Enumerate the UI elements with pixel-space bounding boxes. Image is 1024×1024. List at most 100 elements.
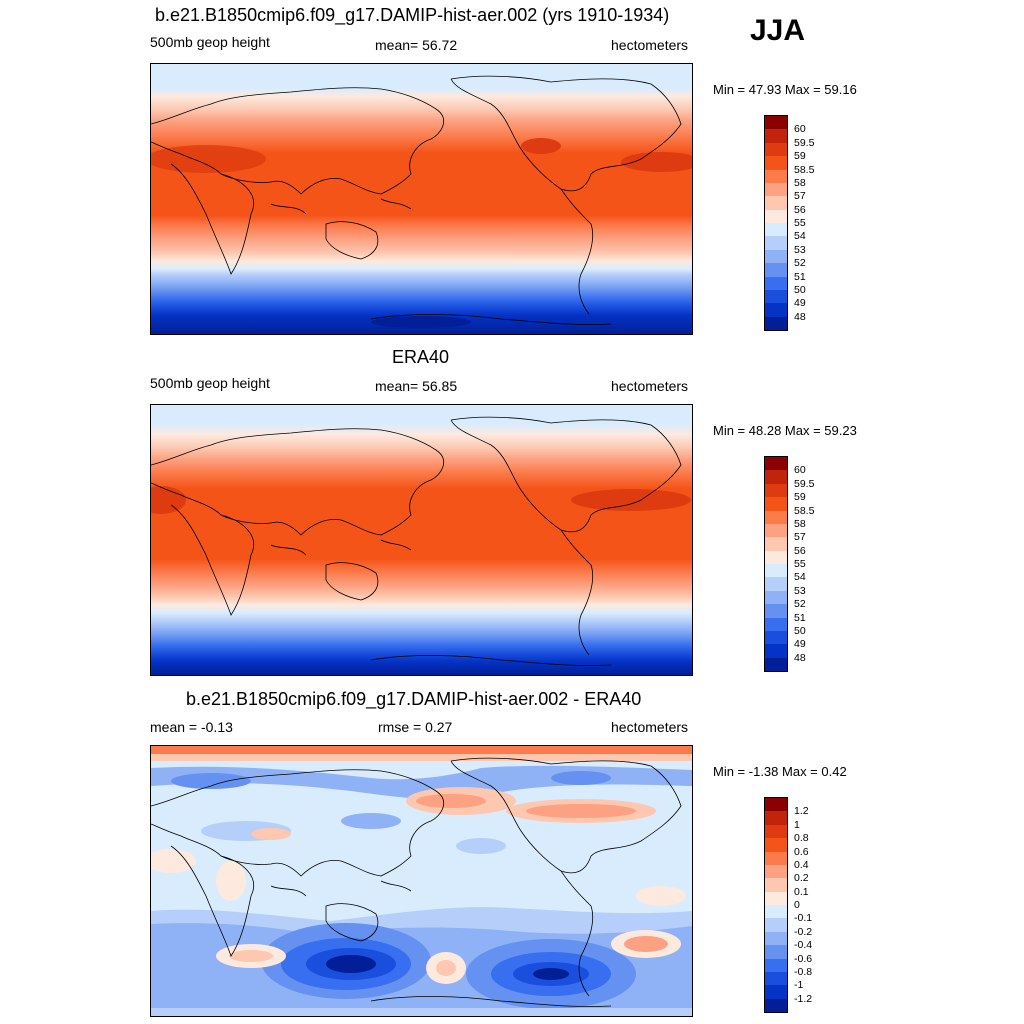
panel3-mean-label: mean = -0.13 [150,719,233,735]
colorbar-swatch [765,564,787,578]
colorbar-tick-label: 56 [794,203,806,216]
colorbar-tick-label: 58 [794,176,806,189]
panel2-colorbar [764,456,788,672]
colorbar-tick-label: 58.5 [794,504,815,517]
colorbar-tick-label: 52 [794,257,806,270]
colorbar-swatch [765,470,787,484]
panel2-mean-label: mean= 56.85 [375,378,458,394]
colorbar-tick-label: 0 [794,899,800,911]
panel1-map [150,63,693,335]
colorbar-swatch [765,878,787,892]
panel2-variable-label: 500mb geop height [150,375,270,391]
panel2-title: ERA40 [392,347,450,367]
colorbar-tick-label: 51 [794,611,806,624]
colorbar-tick-label: 59 [794,150,806,163]
colorbar-swatch [765,156,787,170]
colorbar-swatch [765,483,787,498]
colorbar-tick-label: -0.6 [794,952,813,965]
colorbar-tick-label: 0.2 [794,872,809,885]
colorbar-swatch [765,182,787,197]
colorbar-swatch [765,116,787,130]
colorbar-tick-label: 49 [794,297,806,310]
panel3-map [150,745,693,1017]
colorbar-swatch [765,276,787,290]
panel3-colorbar [764,797,788,1013]
colorbar-swatch [765,905,787,919]
colorbar-tick-label: 58 [794,517,806,530]
colorbar-swatch [765,590,787,605]
colorbar-swatch [765,630,787,645]
colorbar-swatch [765,316,787,330]
panel1-coastlines [151,75,682,325]
panel1-minmax: Min = 47.93 Max = 59.16 [713,82,857,97]
colorbar-swatch [765,657,787,671]
colorbar-swatch [765,998,787,1012]
colorbar-tick-label: -1.2 [794,992,813,1005]
colorbar-tick-label: 0.6 [794,845,809,858]
colorbar-tick-label: 50 [794,283,806,296]
colorbar-swatch [765,891,787,905]
colorbar-tick-label: 58.5 [794,163,815,176]
panel3-units-label: hectometers [611,719,689,735]
colorbar-swatch [765,577,787,591]
colorbar-swatch [765,985,787,999]
panel1-units-label: hectometers [611,37,689,53]
colorbar-swatch [765,457,787,471]
colorbar-swatch [765,169,787,183]
colorbar-tick-label: 48 [794,651,806,664]
colorbar-tick-label: 55 [794,217,806,229]
colorbar-swatch [765,550,787,564]
colorbar-tick-label: 60 [794,123,806,136]
colorbar-swatch [765,604,787,618]
colorbar-tick-label: 0.1 [794,885,809,898]
colorbar-swatch [765,209,787,223]
panel2-map [150,404,693,676]
panel1-variable-label: 500mb geop height [150,34,270,50]
colorbar-tick-label: 56 [794,544,806,557]
colorbar-tick-label: -0.8 [794,965,813,978]
colorbar-swatch [765,864,787,879]
colorbar-tick-label: 49 [794,638,806,651]
colorbar-swatch [765,644,787,658]
colorbar-tick-label: 60 [794,464,806,477]
colorbar-tick-label: 1.2 [794,805,809,818]
colorbar-tick-label: 55 [794,558,806,570]
panel3-rmse-label: rmse = 0.27 [378,719,453,735]
panel2-units-label: hectometers [611,378,689,394]
panel3-title: b.e21.B1850cmip6.f09_g17.DAMIP-hist-aer.… [186,689,642,709]
colorbar-tick-label: 59 [794,491,806,504]
panel3-coastlines [151,757,682,1007]
season-label: JJA [750,14,806,47]
colorbar-swatch [765,263,787,277]
colorbar-tick-label: 52 [794,598,806,611]
colorbar-swatch [765,129,787,143]
panel2-coastlines [151,416,682,666]
colorbar-swatch [765,617,787,631]
panel1-title: b.e21.B1850cmip6.f09_g17.DAMIP-hist-aer.… [155,5,670,25]
colorbar-tick-label: 1 [794,818,800,831]
colorbar-swatch [765,289,787,304]
colorbar-swatch [765,142,787,157]
colorbar-tick-label: 50 [794,624,806,637]
colorbar-tick-label: 59.5 [794,477,815,490]
colorbar-tick-label: -1 [794,979,804,992]
colorbar-tick-label: 57 [794,531,806,544]
colorbar-swatch [765,798,787,812]
colorbar-swatch [765,971,787,986]
colorbar-swatch [765,303,787,317]
colorbar-tick-label: 54 [794,571,806,584]
colorbar-swatch [765,838,787,852]
colorbar-tick-label: -0.4 [794,939,813,952]
colorbar-swatch [765,811,787,825]
colorbar-swatch [765,958,787,972]
colorbar-tick-label: 59.5 [794,136,815,149]
panel1-mean-label: mean= 56.72 [375,37,458,53]
panel1-colorbar [764,115,788,331]
colorbar-tick-label: 51 [794,270,806,283]
colorbar-swatch [765,824,787,839]
colorbar-tick-label: -0.2 [794,925,813,938]
colorbar-swatch [765,249,787,264]
colorbar-swatch [765,945,787,959]
colorbar-tick-label: 53 [794,243,806,256]
colorbar-swatch [765,236,787,250]
